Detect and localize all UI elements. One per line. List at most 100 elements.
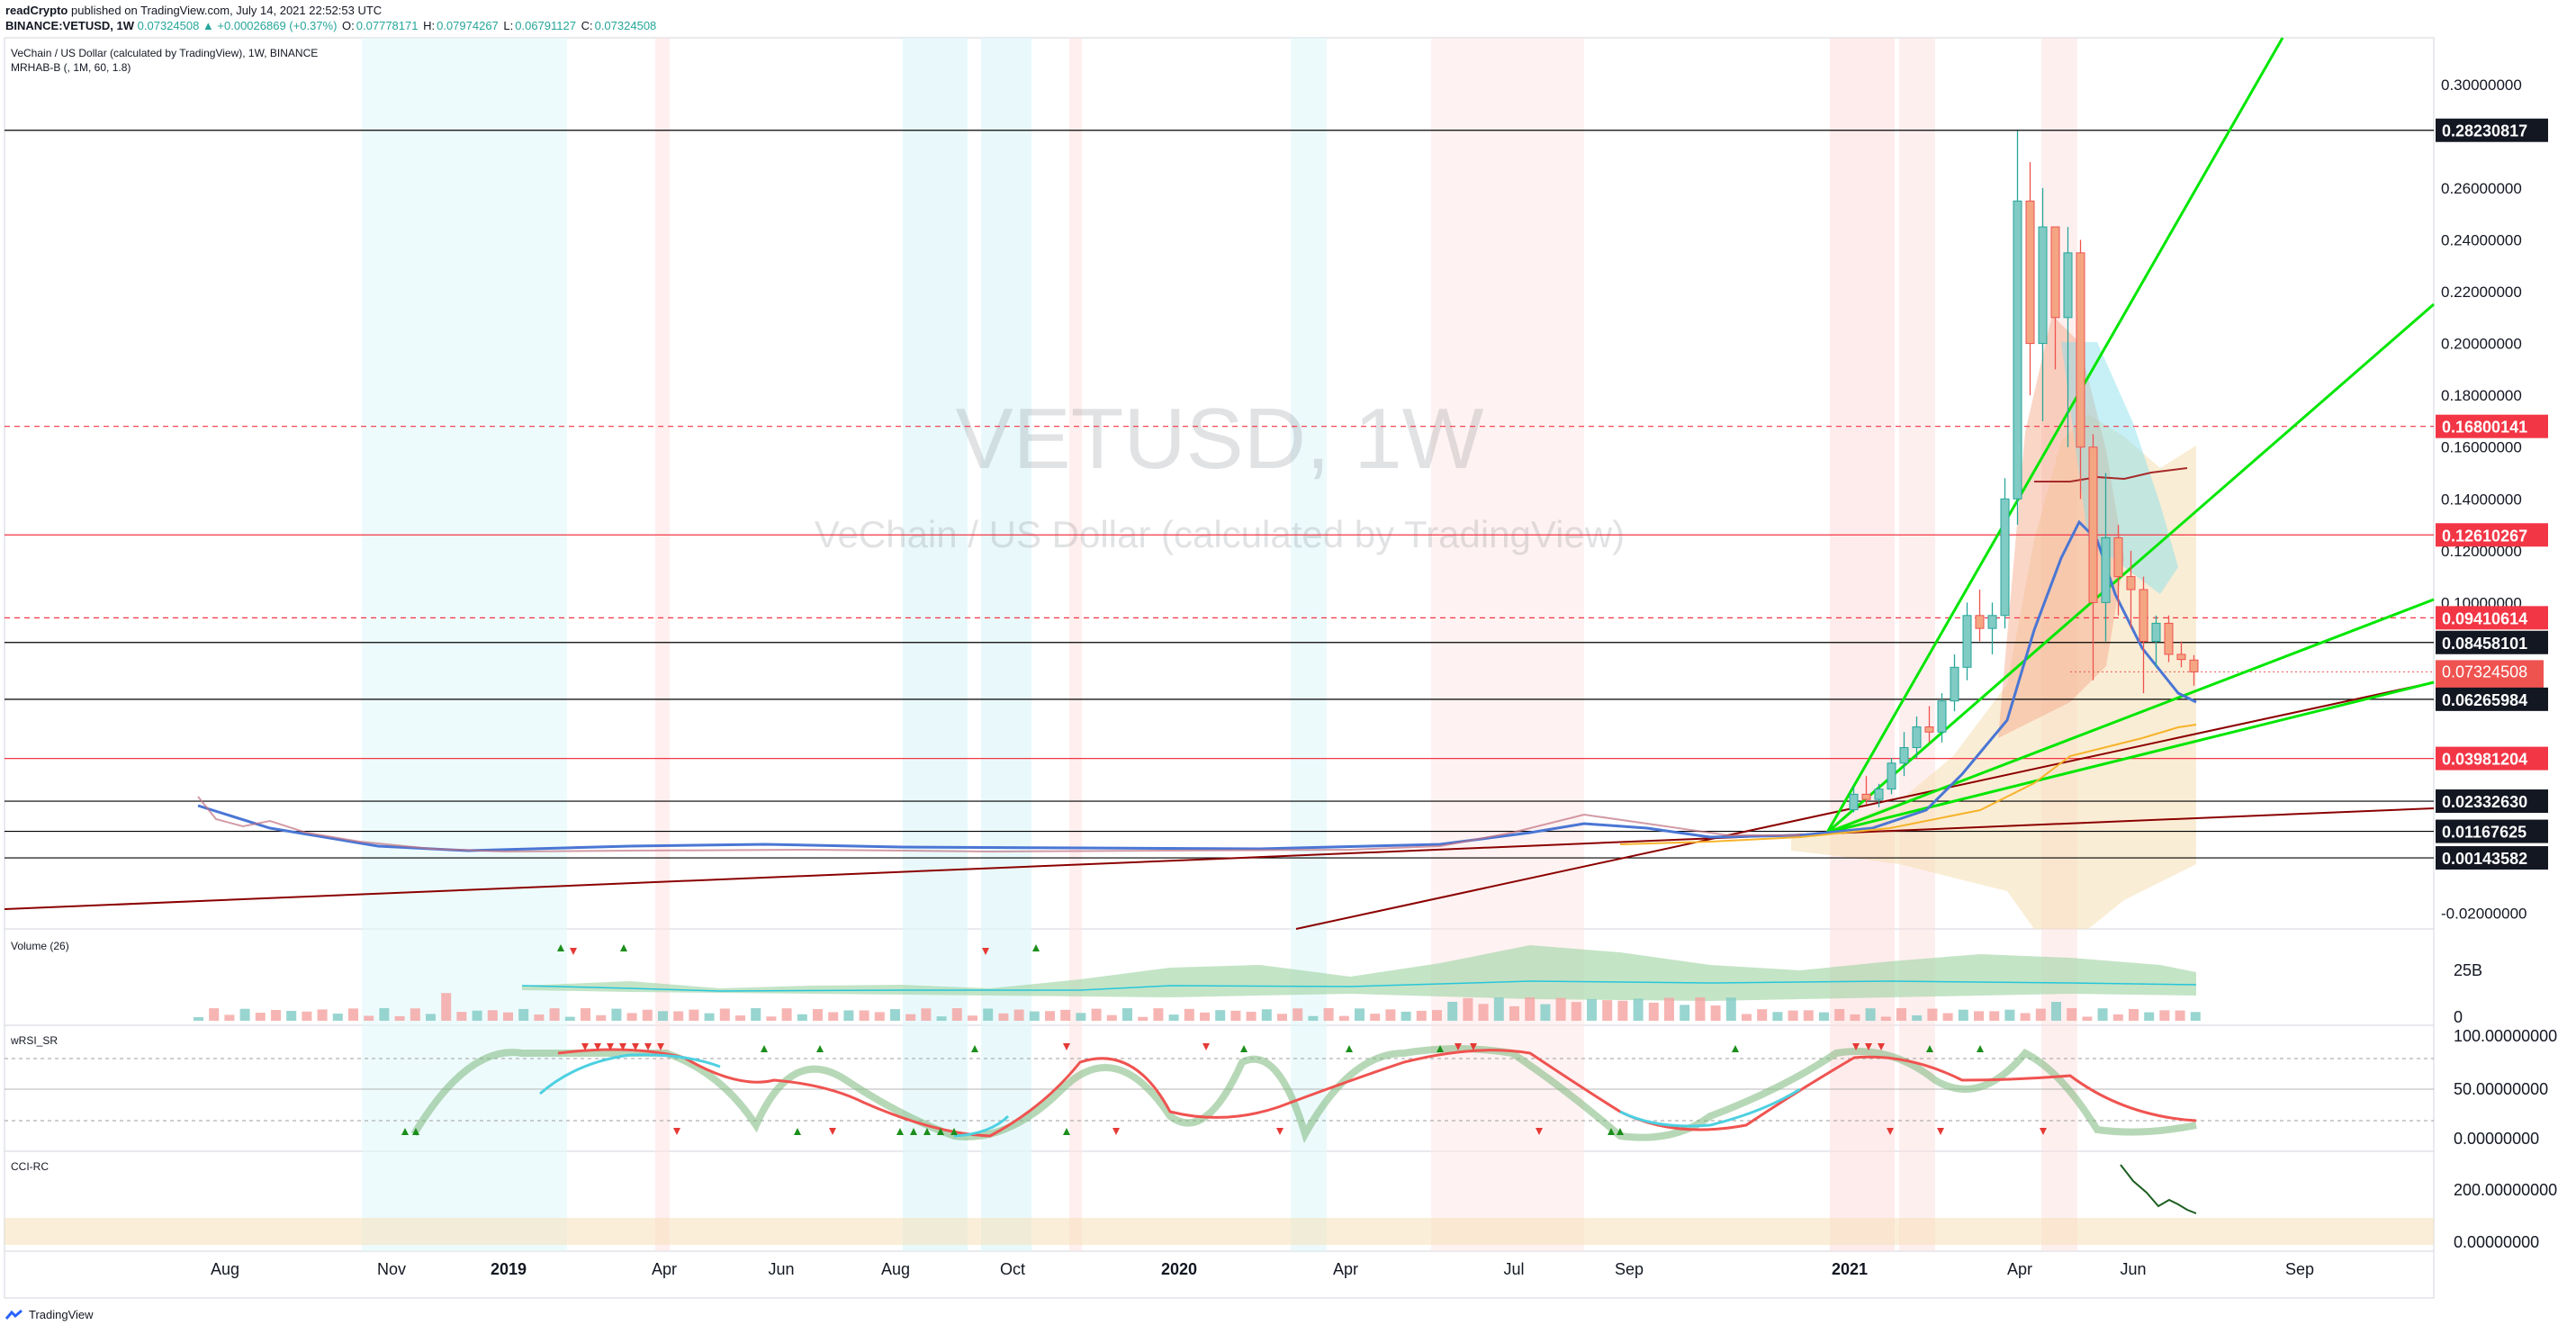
signal-up-marker — [923, 1128, 931, 1135]
level-tag-label: 0.01167625 — [2442, 824, 2526, 842]
band-cyan-3 — [981, 38, 1031, 1251]
volume-bar — [1091, 1008, 1102, 1021]
signal-up-marker — [937, 1128, 944, 1135]
volume-bar — [209, 1008, 220, 1021]
volume-bar — [1200, 1012, 1210, 1021]
volume-bar — [1571, 1002, 1581, 1021]
volume-bar — [2144, 1012, 2155, 1021]
ma-brown — [2034, 467, 2188, 482]
price-tick-label: 0.30000000 — [2441, 77, 2522, 94]
early-price-path — [197, 796, 1800, 853]
wrsi-cyan-line — [539, 1053, 1801, 1138]
volume-bar — [828, 1012, 839, 1021]
volume-bar — [1648, 1002, 1659, 1021]
volume-bar — [998, 1013, 1009, 1021]
signal-up-marker — [1437, 1045, 1444, 1052]
volume-bar — [1865, 1008, 1876, 1021]
volume-bar — [1076, 1013, 1086, 1021]
volume-bar — [874, 1012, 885, 1021]
signal-down-marker — [1865, 1043, 1872, 1050]
volume-bar — [797, 1014, 807, 1021]
signal-down-marker — [1852, 1043, 1860, 1050]
volume-bar — [426, 1014, 436, 1021]
candle-body — [2151, 622, 2161, 643]
volume-bar — [286, 1011, 297, 1021]
volume-bar — [2129, 1008, 2139, 1021]
volume-bar — [1850, 1014, 1860, 1021]
level-tag — [2436, 789, 2548, 814]
volume-bar — [1834, 1008, 1845, 1021]
volume-bar — [1355, 1008, 1365, 1021]
level-tag-label: 0.08458101 — [2442, 635, 2527, 653]
signal-down-marker — [632, 1043, 639, 1050]
level-tag-label: 0.12610267 — [2442, 527, 2527, 545]
band-red-1 — [655, 38, 670, 1251]
volume-bar — [1974, 1011, 1984, 1021]
level-tag — [2436, 606, 2548, 630]
band-red-3 — [1431, 38, 1584, 1251]
candle-body — [1962, 615, 1972, 668]
signal-down-marker — [1202, 1043, 1210, 1050]
price-tick-label: 0.26000000 — [2441, 180, 2522, 197]
trendline-green-3[interactable] — [1826, 598, 2435, 834]
volume-bar — [410, 1008, 420, 1021]
level-tag — [2436, 523, 2548, 547]
volume-signal-down — [982, 948, 989, 955]
level-tag — [2436, 746, 2548, 771]
level-tag-label: 0.03981204 — [2442, 751, 2527, 769]
candle-body — [1987, 615, 1997, 629]
price-tick-label: 0.20000000 — [2441, 336, 2522, 353]
trendline-green-1[interactable] — [1825, 37, 2284, 834]
signal-down-marker — [1112, 1128, 1120, 1135]
volume-bar — [317, 1009, 328, 1021]
volume-bar — [642, 1009, 653, 1021]
candle-body — [1899, 747, 1909, 764]
volume-bar — [1757, 1009, 1768, 1021]
cci-band — [5, 1218, 2434, 1245]
volume-bar — [1230, 1010, 1241, 1021]
l-label: L: — [503, 19, 514, 32]
time-tick-label: Aug — [881, 1260, 910, 1278]
level-tag-label: 0.06265984 — [2442, 691, 2527, 709]
volume-bar — [1447, 1001, 1458, 1021]
candle-body — [2013, 200, 2022, 500]
trendline-darkred-2[interactable] — [1295, 681, 2435, 930]
candle-body — [1950, 666, 1959, 702]
volume-bar — [2159, 1010, 2170, 1021]
volume-bar — [2112, 1014, 2123, 1021]
wrsi-tick-label: 50.00000000 — [2454, 1080, 2548, 1098]
cci-label: CCI-RC — [11, 1160, 49, 1173]
level-tag — [2436, 118, 2548, 142]
brand-text: TradingView — [29, 1308, 94, 1321]
signal-up-marker — [1608, 1128, 1615, 1135]
volume-bar — [843, 1010, 854, 1021]
volume-bar — [1277, 1014, 1287, 1021]
wrsi-tick-label: 0.00000000 — [2454, 1130, 2539, 1148]
volume-bar — [1385, 1009, 1396, 1021]
signal-down-marker — [1937, 1128, 1944, 1135]
volume-bar — [1013, 1009, 1024, 1021]
volume-bar — [1989, 1011, 2000, 1021]
time-tick-label: Apr — [2007, 1260, 2032, 1278]
volume-bar — [239, 1008, 250, 1021]
candle-body — [2063, 252, 2073, 319]
volume-bar — [1168, 1014, 1179, 1021]
volume-bar — [1416, 1010, 1427, 1021]
candle-body — [2176, 653, 2186, 661]
signal-down-marker — [1063, 1043, 1070, 1050]
volume-bar — [1958, 1009, 1968, 1021]
time-tick-label: Apr — [652, 1260, 677, 1278]
volume-bar — [1323, 1008, 1334, 1021]
signal-down-marker — [1455, 1043, 1462, 1050]
candle-body — [2038, 226, 2048, 345]
tradingview-brand[interactable]: TradingView — [5, 1308, 94, 1321]
band-cyan-1 — [362, 38, 567, 1251]
level-tags: 0.28230817 0.16800141 0.12610267 0.09410614… — [2436, 118, 2548, 870]
level-tag — [2436, 687, 2548, 711]
volume-bar — [503, 1012, 513, 1021]
volume-bar — [332, 1014, 343, 1021]
wrsi-signals — [401, 944, 2047, 1135]
trendline-darkred-1[interactable] — [4, 807, 2435, 910]
wrsi-red-line — [557, 1048, 2197, 1138]
